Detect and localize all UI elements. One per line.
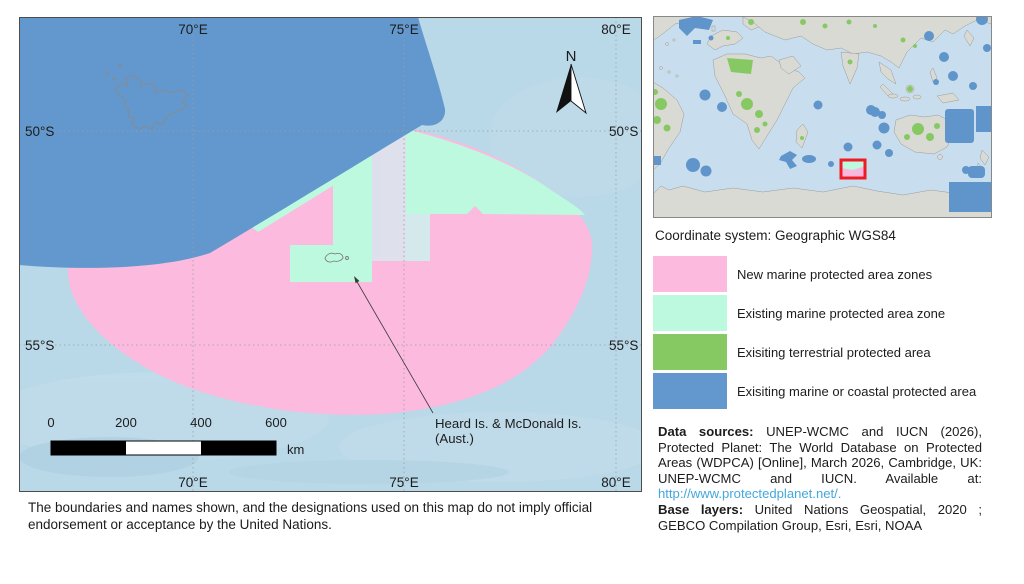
base-layers-label: Base layers: bbox=[658, 501, 744, 517]
locator-rectangle bbox=[839, 158, 867, 180]
legend-label-new-mpa: New marine protected area zones bbox=[737, 266, 933, 282]
tick-top-75e: 75°E bbox=[389, 22, 418, 37]
tick-right-50s: 50°S bbox=[609, 124, 638, 139]
base-layers-paragraph: Base layers: United Nations Geospatial, … bbox=[658, 502, 982, 533]
data-sources-text: UNEP-WCMC and IUCN (2026), Protected Pla… bbox=[658, 424, 982, 486]
island-label-line1: Heard Is. & McDonald Is. bbox=[435, 416, 582, 431]
inset-terrestrial-protected-areas bbox=[653, 19, 940, 141]
scale-tick-0: 0 bbox=[47, 415, 54, 430]
un-disclaimer: The boundaries and names shown, and the … bbox=[28, 500, 593, 532]
legend-row-terrestrial-pa: Exisiting terrestrial protected area bbox=[653, 334, 1013, 370]
legend-row-existing-mpa: Existing marine protected area zone bbox=[653, 295, 1013, 331]
tick-bottom-80e: 80°E bbox=[601, 475, 630, 490]
tick-top-80e: 80°E bbox=[601, 22, 630, 37]
kerguelen-island-outline bbox=[105, 64, 189, 130]
legend-label-existing-mpa: Existing marine protected area zone bbox=[737, 305, 946, 321]
scale-bar: 0 200 400 600 km bbox=[47, 415, 304, 457]
graticule bbox=[19, 17, 642, 492]
heard-island-outline bbox=[324, 252, 349, 263]
leader-arrowhead bbox=[354, 276, 360, 284]
legend-swatch-existing-mpa bbox=[653, 295, 727, 331]
north-arrow-icon: N bbox=[556, 48, 587, 115]
data-sources-label: Data sources: bbox=[658, 424, 754, 439]
existing-marine-coastal-pa-region bbox=[19, 17, 446, 268]
scale-tick-200: 200 bbox=[115, 415, 137, 430]
island-annotation: Heard Is. & McDonald Is. (Aust.) bbox=[354, 276, 582, 446]
legend-label-marine-coastal-pa: Exisiting marine or coastal protected ar… bbox=[737, 383, 977, 399]
legend-row-new-mpa: New marine protected area zones bbox=[653, 256, 1013, 292]
island-label-line2: (Aust.) bbox=[435, 431, 474, 446]
legend: New marine protected area zones Existing… bbox=[653, 256, 1013, 412]
legend-label-terrestrial-pa: Exisiting terrestrial protected area bbox=[737, 344, 931, 360]
scale-unit-label: km bbox=[287, 442, 304, 457]
legend-swatch-marine-coastal-pa bbox=[653, 373, 727, 409]
sources-block: Data sources: UNEP-WCMC and IUCN (2026),… bbox=[658, 424, 982, 533]
inset-world-map bbox=[653, 16, 992, 218]
tick-top-70e: 70°E bbox=[178, 22, 207, 37]
scale-tick-600: 600 bbox=[265, 415, 287, 430]
base-layers-text: United Nations Geospatial, 2020 ; GEBCO … bbox=[658, 501, 982, 533]
map-border bbox=[19, 17, 642, 492]
north-arrow-label: N bbox=[566, 48, 577, 65]
protected-planet-link[interactable]: http://www.protectedplanet.net/. bbox=[658, 486, 842, 502]
data-sources-paragraph: Data sources: UNEP-WCMC and IUCN (2026),… bbox=[658, 424, 982, 502]
inset-marine-protected-areas bbox=[653, 16, 992, 212]
legend-swatch-terrestrial-pa bbox=[653, 334, 727, 370]
inset-border bbox=[653, 16, 992, 218]
tick-bottom-75e: 75°E bbox=[389, 475, 418, 490]
graticule-labels: 70°E 75°E 80°E 70°E 75°E 80°E 50°S 55°S … bbox=[25, 22, 638, 490]
scale-tick-400: 400 bbox=[190, 415, 212, 430]
main-map: 70°E 75°E 80°E 70°E 75°E 80°E 50°S 55°S … bbox=[19, 17, 642, 492]
coordinate-system-note: Coordinate system: Geographic WGS84 bbox=[655, 228, 896, 243]
tick-left-50s: 50°S bbox=[25, 124, 54, 139]
tick-bottom-70e: 70°E bbox=[178, 475, 207, 490]
tick-right-55s: 55°S bbox=[609, 338, 638, 353]
legend-swatch-new-mpa bbox=[653, 256, 727, 292]
legend-row-marine-coastal-pa: Exisiting marine or coastal protected ar… bbox=[653, 373, 1013, 409]
inset-antarctica bbox=[653, 185, 992, 218]
tick-left-55s: 55°S bbox=[25, 338, 54, 353]
